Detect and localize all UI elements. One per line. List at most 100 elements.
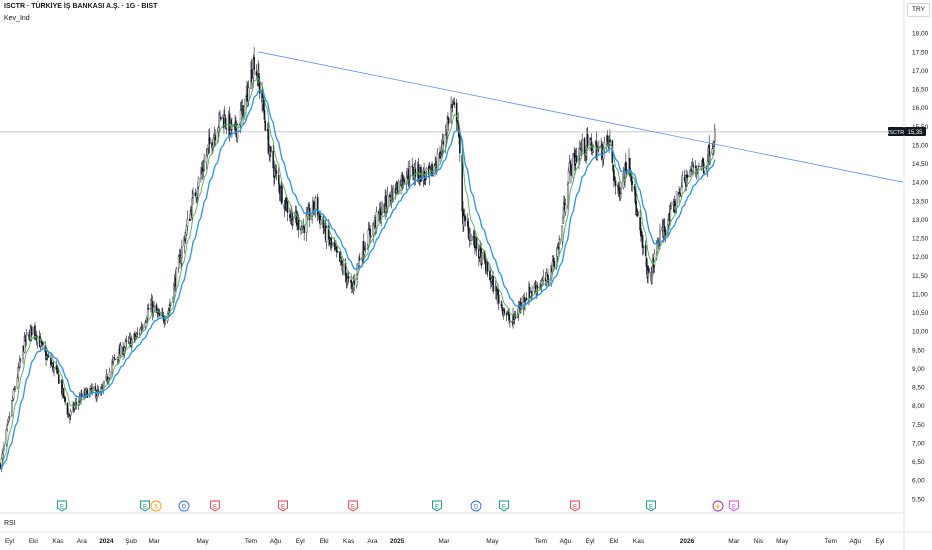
candle-body [92,386,94,390]
candle-body [547,282,550,284]
candle-body [286,201,289,213]
candle-body [486,261,489,272]
candle-body [225,127,228,130]
candle-body [497,294,500,304]
time-tick-label: Ağu [850,538,862,545]
earnings-icon [570,500,580,512]
time-tick-label: Ara [367,538,378,545]
candle-body [55,365,58,370]
candle-body [569,162,572,164]
candle-body [219,116,222,120]
candle-body [411,165,413,167]
candle-body [698,165,700,167]
candle-body [689,169,691,177]
candle-body [451,104,454,106]
candle-body [525,298,528,301]
rsi-pane-label[interactable]: RSI [4,520,16,527]
candle-body [42,342,44,346]
candle-body [540,286,542,288]
candle-body [567,169,570,183]
candle-body [520,302,522,308]
candle-body [508,314,510,321]
candle-body [158,311,161,317]
candle-body [648,268,650,273]
candle-body [131,339,133,347]
candle-body [19,359,22,361]
candle-body [245,95,248,97]
candle-body [16,377,19,389]
candle-body [674,205,676,211]
candle-body [342,264,344,273]
earnings-icon [278,500,288,512]
price-tick-label: 13,00 [912,217,929,224]
candle-body [3,444,5,450]
time-tick-label: Eki [609,538,618,545]
candle-body [466,220,469,227]
price-axis[interactable]: 5,50 6,00 6,50 7,00 7,50 8,00 8,50 9,00 9,50 10,0… [912,31,929,504]
trendline [258,51,904,183]
candle-body [17,367,20,379]
price-tick-label: 8,00 [912,403,925,410]
indicator-label[interactable]: Kev_Ind [4,15,30,22]
candle-body [191,198,193,218]
candle-body [169,305,171,309]
candle-body [262,99,265,111]
event-glyph: E [351,504,355,510]
candle-body [581,139,583,151]
candle-body [628,157,631,170]
candle-body [713,128,716,142]
candle-body [320,219,322,225]
candle-body [30,326,33,336]
candle-body [331,243,333,245]
price-tick-label: 6,00 [912,478,925,485]
candle-body [614,180,617,186]
candle-body [113,357,116,359]
candle-body [333,241,336,247]
candle-body [681,175,684,187]
candle-body [633,186,636,191]
candle-body [358,258,360,266]
candle-body [692,165,695,168]
candle-body [194,192,197,197]
candle-body [445,134,448,136]
price-tick-label: 13,50 [912,198,929,205]
price-tick-label: 5,50 [912,496,925,503]
candle-body [275,170,278,174]
candle-body [29,329,31,340]
candle-body [75,402,78,405]
candle-body [186,219,189,227]
candle-body [316,197,319,216]
candle-body [203,161,205,171]
price-tick-label: 12,50 [912,236,929,243]
candle-body [694,166,697,169]
price-tag-symbol: ISCTR [888,130,905,136]
event-glyph: E [281,504,285,510]
candle-body [506,313,509,315]
candle-body [292,220,294,225]
price-tick-label: 9,00 [912,366,925,373]
time-axis[interactable]: Eyl Eki Kas Ara 2024 Şub Mar May Tem Ağu Eyl Eki Kas… [5,538,885,545]
candle-body [464,216,467,222]
candle-body [546,274,549,276]
candle-body [142,327,144,329]
currency-button[interactable]: TRY [907,3,930,17]
candle-body [609,139,611,143]
candle-body [568,162,571,172]
candle-body [11,400,13,416]
candle-body [536,286,539,289]
time-tick-label: Mar [148,538,160,545]
candle-body [146,318,148,322]
candle-body [303,226,305,234]
candle-body [542,276,545,281]
candle-body [709,155,711,163]
candle-body [168,309,170,311]
candle-body [57,374,60,384]
time-tick-label: Ağu [270,538,282,545]
candle-body [564,204,567,213]
earnings-icon [729,500,739,512]
earnings-icon [57,500,67,512]
candle-body [355,274,358,286]
candle-body [653,253,656,266]
candle-body [514,315,517,319]
